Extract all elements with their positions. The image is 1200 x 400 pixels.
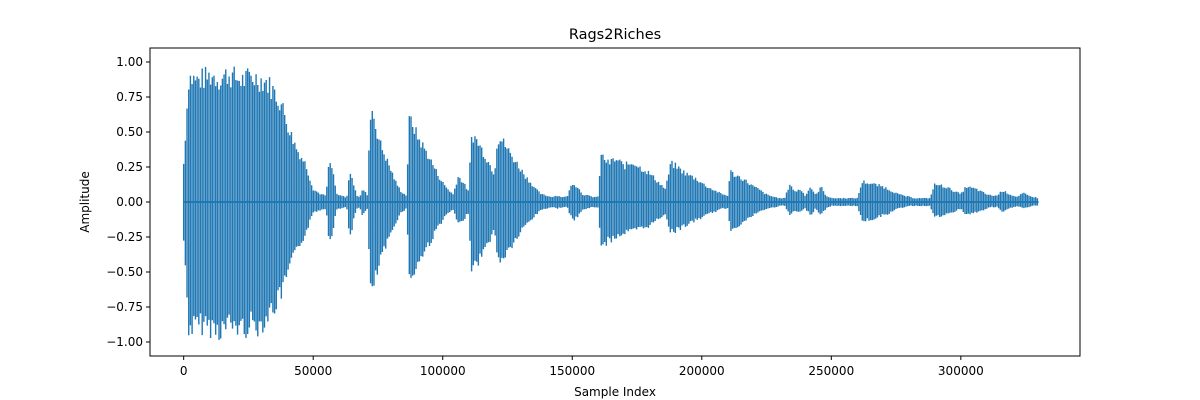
y-axis-label: Amplitude bbox=[78, 171, 92, 233]
x-tick-label: 50000 bbox=[294, 364, 332, 378]
y-axis: −1.00 −0.75 −0.50 −0.25 0.00 0.25 0.50 0.75 1.00 bbox=[106, 55, 150, 349]
y-tick-label: 0.25 bbox=[116, 160, 143, 174]
plot-area bbox=[182, 66, 1039, 340]
y-tick-label: 0.50 bbox=[116, 125, 143, 139]
x-tick-label: 0 bbox=[180, 364, 188, 378]
y-tick-label: 0.00 bbox=[116, 195, 143, 209]
y-tick-label: 1.00 bbox=[116, 55, 143, 69]
x-tick-label: 300000 bbox=[938, 364, 984, 378]
chart-title: Rags2Riches bbox=[569, 27, 661, 43]
y-tick-label: −0.75 bbox=[106, 300, 143, 314]
y-tick-label: −1.00 bbox=[106, 335, 143, 349]
x-axis-label: Sample Index bbox=[574, 385, 656, 399]
y-tick-label: 0.75 bbox=[116, 90, 143, 104]
y-tick-label: −0.25 bbox=[106, 230, 143, 244]
x-tick-label: 150000 bbox=[549, 364, 595, 378]
x-tick-label: 250000 bbox=[808, 364, 854, 378]
x-tick-label: 100000 bbox=[420, 364, 466, 378]
x-tick-label: 200000 bbox=[679, 364, 725, 378]
x-axis: 0 50000 100000 150000 200000 250000 300000 bbox=[180, 356, 984, 378]
y-tick-label: −0.50 bbox=[106, 265, 143, 279]
